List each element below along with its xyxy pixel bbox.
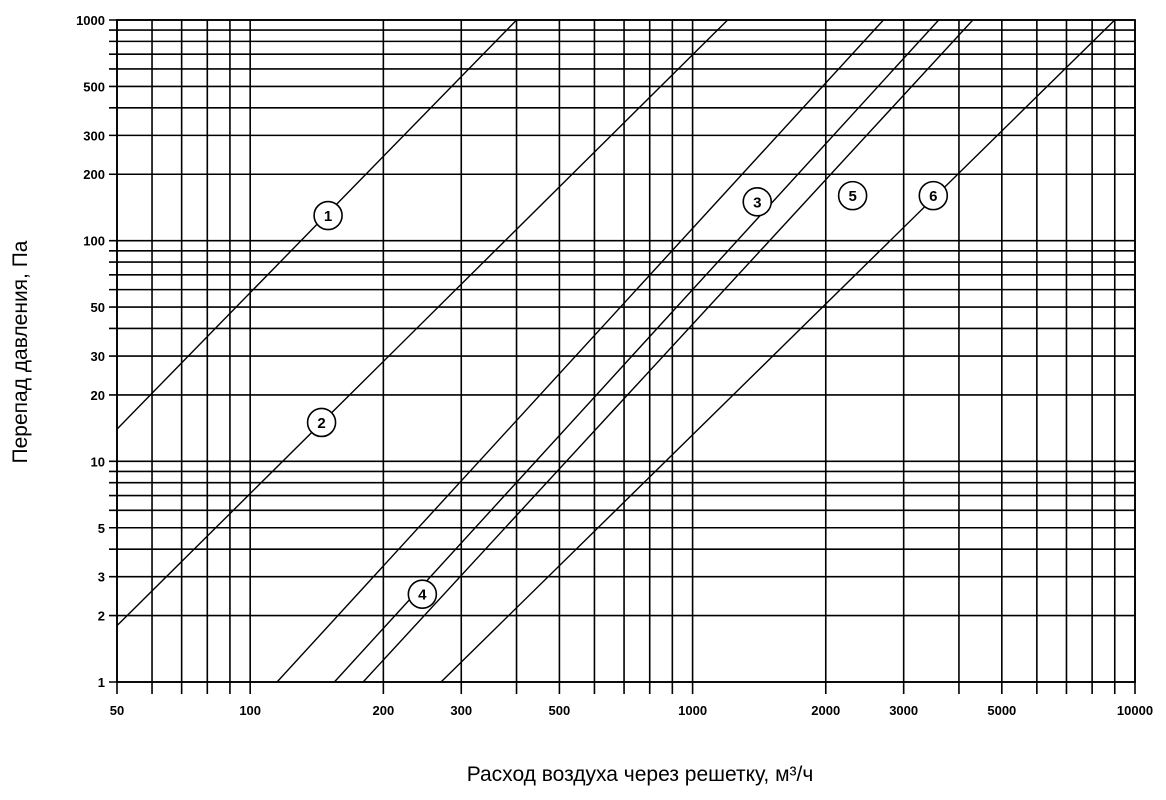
y-tick-label: 20 bbox=[91, 388, 105, 403]
y-tick-label: 30 bbox=[91, 349, 105, 364]
curve-label-text: 5 bbox=[848, 188, 856, 205]
y-tick-label: 50 bbox=[91, 300, 105, 315]
curve-label-3: 3 bbox=[742, 187, 773, 217]
y-tick-label: 200 bbox=[83, 167, 105, 182]
y-tick-label: 5 bbox=[98, 521, 105, 536]
tick-labels: 50 100 200 300 500 1000 2000 3000 5000 1000012351… bbox=[76, 13, 1153, 718]
x-tick-label: 300 bbox=[450, 703, 472, 718]
curve-label-1: 1 bbox=[313, 200, 343, 231]
y-tick-label: 2 bbox=[98, 609, 105, 624]
curve-label-circle bbox=[313, 200, 343, 231]
curve-label-circle bbox=[918, 180, 949, 211]
grid bbox=[109, 19, 1136, 694]
y-tick-label: 10 bbox=[91, 454, 105, 469]
curve-label-text: 3 bbox=[753, 194, 761, 211]
curve-label-circle bbox=[306, 407, 337, 438]
curve-label-4: 4 bbox=[407, 579, 438, 609]
curve-label-text: 1 bbox=[324, 208, 332, 225]
x-tick-label: 1000 bbox=[678, 703, 707, 718]
x-tick-label: 10000 bbox=[1117, 703, 1153, 718]
series-line-6 bbox=[440, 20, 1116, 682]
x-tick-label: 200 bbox=[373, 703, 395, 718]
y-tick-label: 100 bbox=[83, 234, 105, 249]
y-tick-label: 1 bbox=[98, 675, 105, 690]
y-tick-label: 300 bbox=[83, 128, 105, 143]
curve-label-5: 5 bbox=[837, 180, 868, 211]
series-line-3 bbox=[276, 20, 884, 682]
y-tick-label: 1000 bbox=[76, 13, 105, 28]
curve-label-2: 2 bbox=[306, 407, 337, 438]
y-tick-label: 500 bbox=[83, 79, 105, 94]
curve-label-6: 6 bbox=[918, 180, 949, 211]
curve-labels: 1 2 3 4 5 6 bbox=[306, 180, 949, 609]
x-tick-label: 5000 bbox=[987, 703, 1016, 718]
x-tick-label: 2000 bbox=[811, 703, 840, 718]
curve-label-text: 4 bbox=[418, 587, 427, 604]
curve-label-circle bbox=[742, 187, 773, 217]
x-tick-label: 100 bbox=[239, 703, 261, 718]
curve-label-text: 6 bbox=[929, 188, 937, 205]
curve-label-text: 2 bbox=[317, 415, 325, 432]
x-axis-title: Расход воздуха через решетку, м³/ч bbox=[467, 763, 814, 786]
y-axis-title: Перепад давления, Па bbox=[9, 240, 32, 463]
plot-frame bbox=[116, 19, 1136, 683]
curve-label-circle bbox=[407, 579, 438, 609]
x-tick-label: 3000 bbox=[889, 703, 918, 718]
y-tick-label: 3 bbox=[98, 570, 105, 585]
series-line-5 bbox=[362, 20, 974, 682]
series-line-4 bbox=[333, 20, 940, 682]
series-lines bbox=[117, 20, 1116, 682]
curve-label-circle bbox=[837, 180, 868, 211]
x-tick-label: 500 bbox=[549, 703, 571, 718]
series-line-2 bbox=[117, 20, 729, 627]
x-tick-label: 50 bbox=[110, 703, 124, 718]
